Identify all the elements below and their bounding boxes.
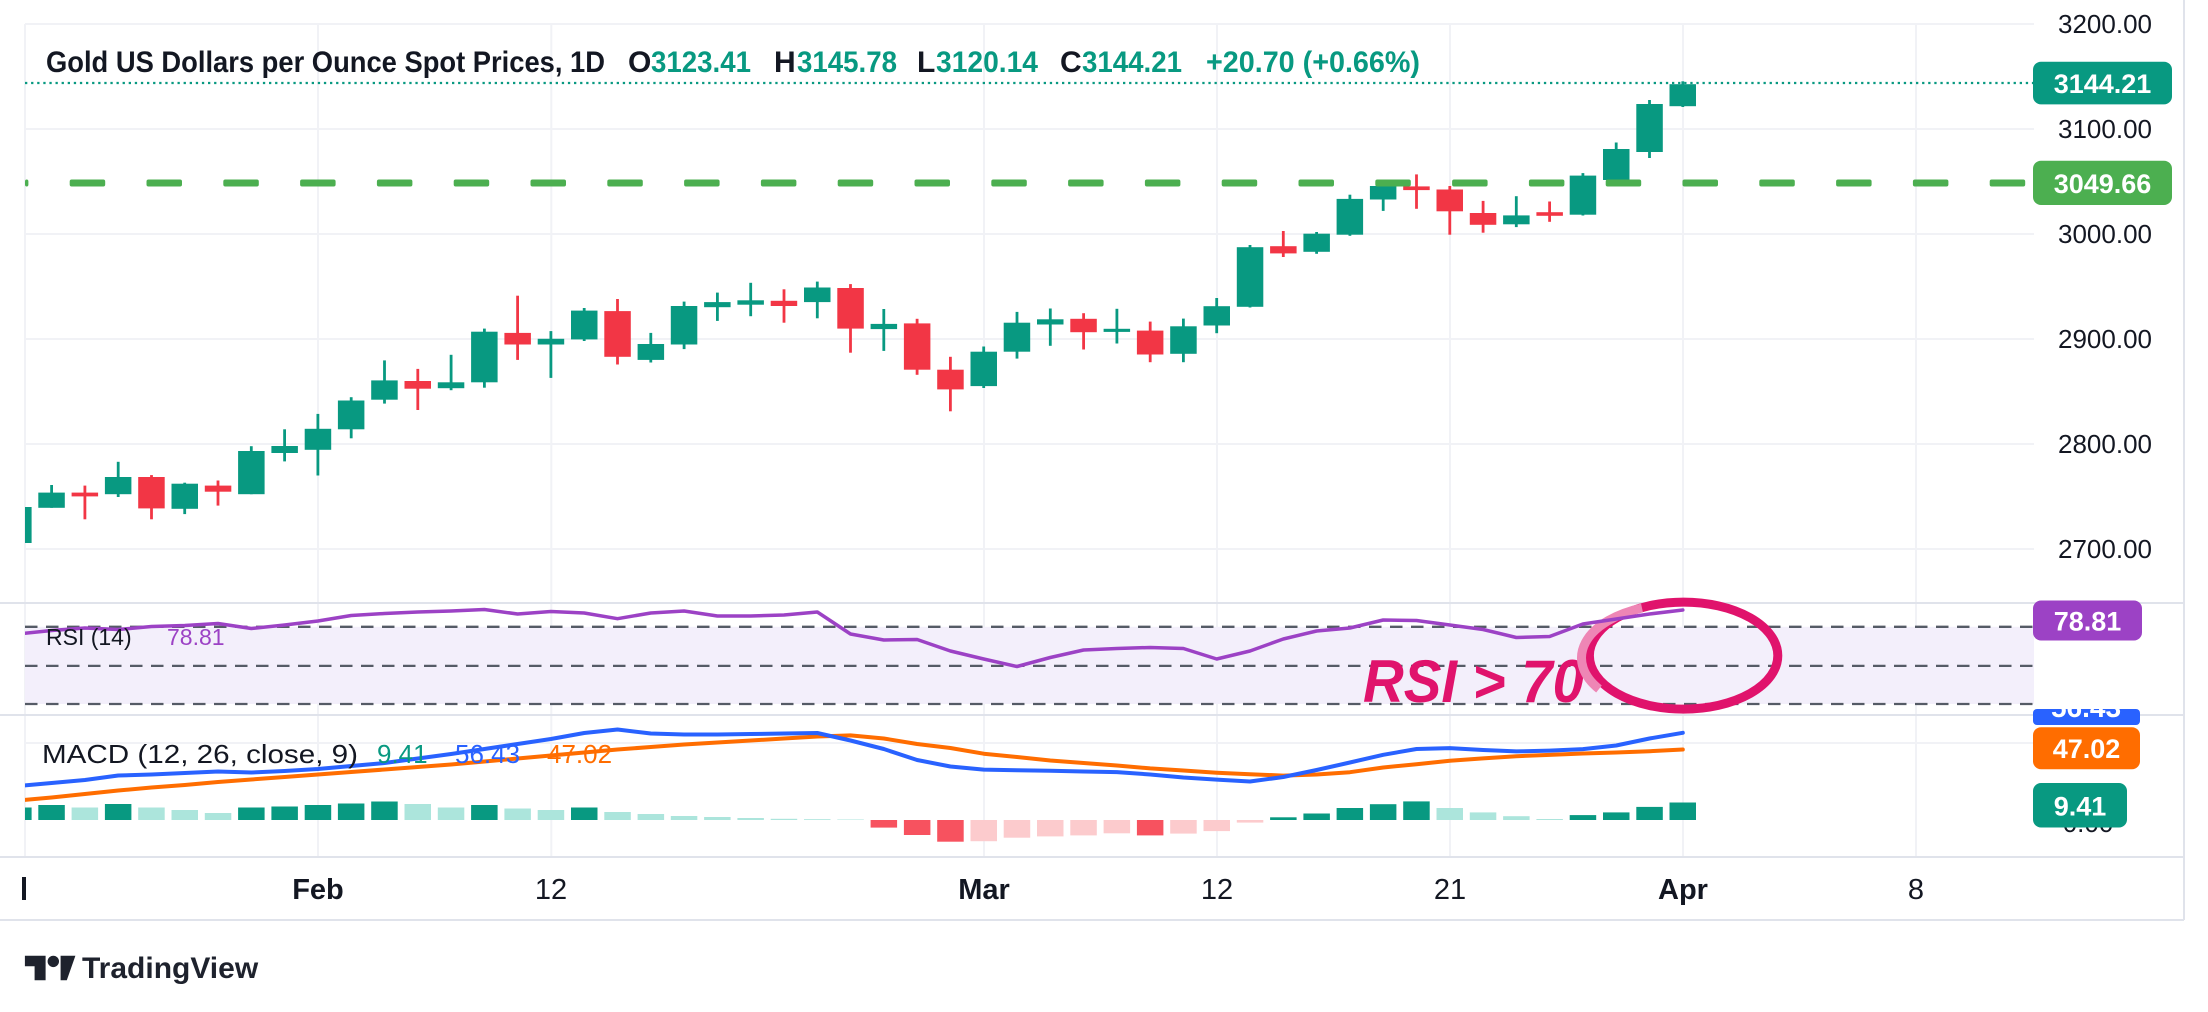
- svg-text:3144.21: 3144.21: [2054, 69, 2152, 99]
- svg-text:+20.70 (+0.66%): +20.70 (+0.66%): [1206, 46, 1420, 79]
- svg-text:H: H: [774, 46, 796, 79]
- svg-text:TradingView: TradingView: [82, 952, 259, 985]
- svg-text:3144.21: 3144.21: [1082, 46, 1182, 79]
- svg-text:12: 12: [535, 874, 567, 906]
- svg-text:2900.00: 2900.00: [2058, 324, 2152, 354]
- svg-text:2700.00: 2700.00: [2058, 534, 2152, 564]
- svg-text:RSI > 70: RSI > 70: [1363, 648, 1584, 715]
- svg-text:Mar: Mar: [958, 874, 1010, 906]
- svg-text:O: O: [628, 46, 651, 79]
- svg-text:47.02: 47.02: [547, 739, 612, 769]
- svg-text:Gold US Dollars per Ounce Spot: Gold US Dollars per Ounce Spot Prices, 1…: [46, 46, 605, 79]
- svg-text:47.02: 47.02: [2053, 734, 2121, 764]
- svg-text:3120.14: 3120.14: [936, 46, 1038, 79]
- svg-text:L: L: [917, 46, 935, 79]
- svg-text:3100.00: 3100.00: [2058, 114, 2152, 144]
- svg-text:9.41: 9.41: [377, 739, 428, 769]
- svg-text:56.43: 56.43: [2051, 692, 2121, 723]
- svg-text:Feb: Feb: [292, 874, 344, 906]
- svg-text:8: 8: [1908, 874, 1924, 906]
- svg-text:3000.00: 3000.00: [2058, 219, 2152, 249]
- svg-text:56.43: 56.43: [455, 739, 520, 769]
- svg-text:3123.41: 3123.41: [651, 46, 751, 79]
- svg-text:Apr: Apr: [1658, 874, 1708, 906]
- svg-text:MACD (12, 26, close, 9): MACD (12, 26, close, 9): [42, 739, 358, 769]
- svg-text:21: 21: [1434, 874, 1466, 906]
- svg-text:3145.78: 3145.78: [797, 46, 897, 79]
- svg-text:C: C: [1060, 46, 1082, 79]
- svg-text:2800.00: 2800.00: [2058, 429, 2152, 459]
- svg-text:78.81: 78.81: [2054, 607, 2122, 637]
- svg-text:12: 12: [1201, 874, 1233, 906]
- svg-text:9.41: 9.41: [2054, 791, 2107, 821]
- svg-text:3200.00: 3200.00: [2058, 9, 2152, 39]
- svg-text:3049.66: 3049.66: [2054, 169, 2152, 199]
